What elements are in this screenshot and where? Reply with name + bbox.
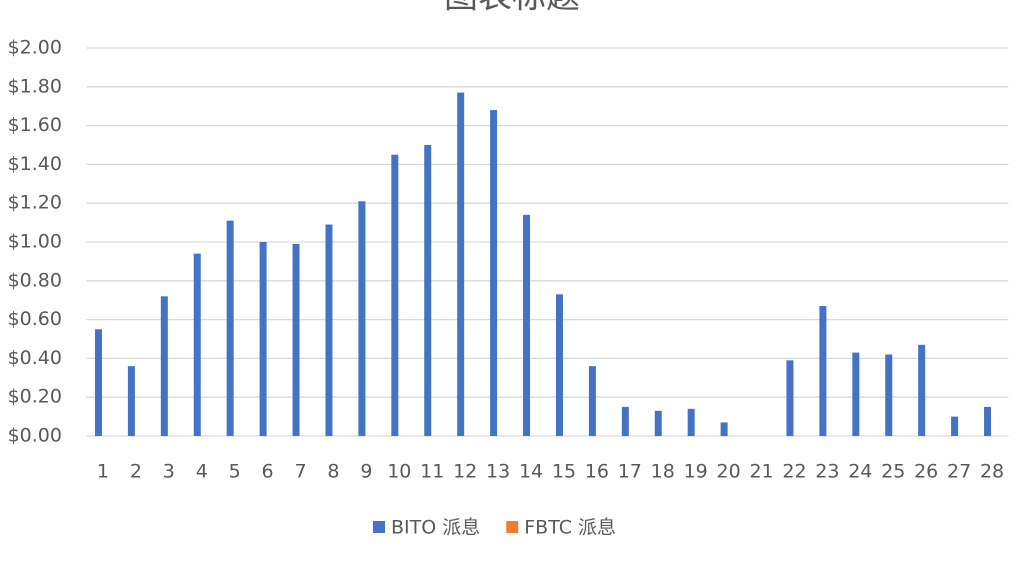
bar: [885, 354, 893, 436]
x-tick-label: 22: [782, 461, 806, 483]
bar: [391, 154, 399, 436]
x-tick-label: 12: [453, 461, 477, 483]
bar: [621, 406, 629, 436]
bar: [490, 110, 498, 436]
x-tick-label: 24: [848, 461, 872, 483]
x-tick-label: 11: [420, 461, 444, 483]
x-tick-label: 8: [327, 461, 339, 483]
y-tick-label: $1.00: [8, 231, 62, 253]
bar: [193, 253, 201, 436]
x-tick-label: 3: [163, 461, 175, 483]
bar: [687, 408, 695, 436]
x-tick-label: 2: [130, 461, 142, 483]
bar: [226, 220, 234, 436]
bar: [984, 406, 992, 436]
bar: [918, 344, 926, 436]
y-tick-label: $1.20: [8, 192, 62, 214]
chart-title: 图表标题: [444, 0, 580, 17]
bar: [94, 329, 102, 436]
bar: [786, 360, 794, 436]
x-tick-label: 13: [486, 461, 510, 483]
bar: [555, 294, 563, 436]
x-tick-label: 15: [552, 461, 576, 483]
x-tick-label: 21: [749, 461, 773, 483]
x-tick-label: 4: [196, 461, 208, 483]
x-tick-label: 16: [585, 461, 609, 483]
bar: [358, 201, 366, 436]
y-tick-label: $1.60: [8, 114, 62, 136]
y-tick-label: $0.60: [8, 308, 62, 330]
bar: [720, 422, 728, 436]
bar: [292, 243, 300, 436]
x-tick-label: 26: [914, 461, 938, 483]
x-tick-label: 10: [387, 461, 411, 483]
y-tick-label: $1.40: [8, 153, 62, 175]
x-tick-label: 14: [519, 461, 543, 483]
x-tick-label: 25: [881, 461, 905, 483]
y-tick-label: $0.00: [8, 425, 62, 447]
bar: [852, 352, 860, 436]
x-tick-label: 1: [97, 461, 109, 483]
bar: [160, 296, 168, 436]
x-tick-label: 19: [684, 461, 708, 483]
x-tick-label: 5: [229, 461, 241, 483]
bar: [523, 214, 531, 436]
legend-label: BITO 派息: [391, 517, 480, 539]
x-tick-label: 20: [717, 461, 741, 483]
x-tick-label: 27: [947, 461, 971, 483]
x-tick-label: 6: [262, 461, 274, 483]
x-tick-label: 23: [815, 461, 839, 483]
legend-swatch: [506, 521, 519, 533]
y-tick-label: $0.20: [8, 386, 62, 408]
bar: [424, 145, 432, 436]
legend-label: FBTC 派息: [524, 517, 616, 539]
bar: [325, 224, 333, 436]
bar: [588, 366, 596, 436]
bar: [259, 242, 267, 436]
x-tick-label: 7: [294, 461, 306, 483]
x-tick-label: 9: [360, 461, 372, 483]
y-tick-label: $1.80: [8, 75, 62, 97]
y-tick-label: $0.40: [8, 347, 62, 369]
y-tick-label: $2.00: [8, 37, 62, 59]
y-tick-label: $0.80: [8, 269, 62, 291]
x-tick-label: 28: [980, 461, 1004, 483]
x-tick-label: 18: [651, 461, 675, 483]
bar: [654, 410, 662, 436]
bar: [127, 366, 135, 436]
bar: [819, 306, 827, 436]
x-tick-label: 17: [618, 461, 642, 483]
legend-swatch: [373, 521, 385, 533]
bar: [951, 416, 959, 436]
bar: [457, 92, 465, 437]
